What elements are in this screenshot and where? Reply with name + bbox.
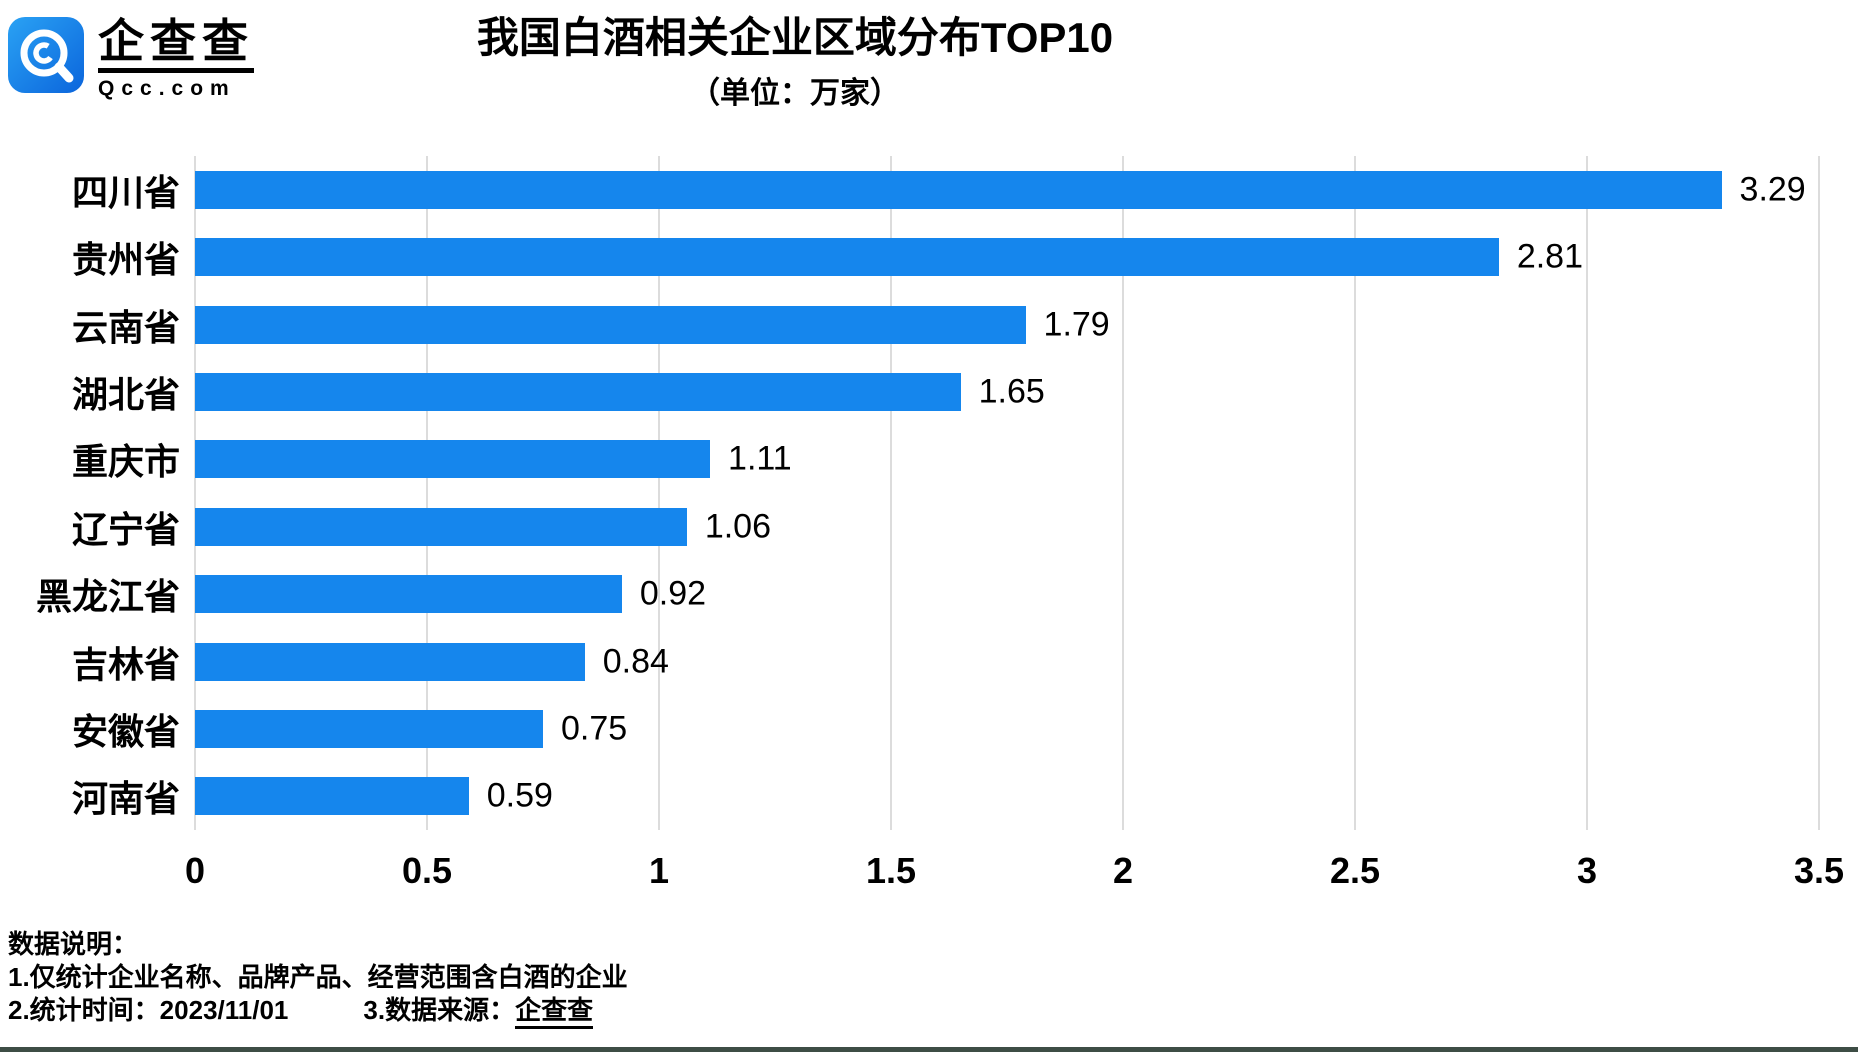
x-tick-label: 3.5	[1793, 850, 1845, 891]
category-label: 云南省	[71, 306, 180, 348]
note-1: 1.仅统计企业名称、品牌产品、经营范围含白酒的企业	[8, 961, 628, 992]
value-label: 0.59	[486, 776, 553, 815]
gridline-x-2	[1122, 156, 1124, 830]
value-label: 0.92	[639, 574, 707, 613]
x-tick-label: 1	[648, 850, 670, 891]
data-notes: 数据说明： 1.仅统计企业名称、品牌产品、经营范围含白酒的企业 2.统计时间：2…	[8, 928, 628, 1029]
gridline-x-1	[658, 156, 660, 830]
bar-黑龙江省	[195, 575, 622, 614]
value-label: 0.75	[561, 709, 628, 748]
category-label: 河南省	[71, 778, 180, 820]
category-label: 辽宁省	[71, 508, 180, 550]
category-label: 贵州省	[71, 239, 180, 281]
category-label: 黑龙江省	[35, 576, 180, 618]
value-label: 1.65	[978, 372, 1045, 411]
notes-heading: 数据说明：	[8, 929, 139, 959]
category-label: 重庆市	[71, 441, 180, 483]
note-3-source: 企查查	[515, 994, 594, 1029]
value-label: 3.29	[1739, 170, 1806, 209]
bar-四川省	[195, 170, 1722, 209]
value-label: 1.06	[704, 507, 772, 546]
category-label: 四川省	[71, 171, 180, 213]
bar-重庆市	[195, 440, 711, 479]
category-label: 安徽省	[71, 710, 180, 752]
bar-河南省	[195, 777, 469, 816]
x-tick-label: 0	[184, 850, 206, 891]
value-label: 1.11	[728, 439, 792, 478]
category-label: 吉林省	[71, 643, 180, 685]
note-2: 2.统计时间：2023/11/01	[8, 994, 289, 1025]
category-label: 湖北省	[71, 373, 180, 415]
bottom-divider-strip	[0, 1047, 1858, 1052]
chart-title: 我国白酒相关企业区域分布TOP10	[476, 14, 1114, 61]
x-tick-label: 2.5	[1329, 850, 1381, 891]
bar-贵州省	[195, 238, 1499, 277]
x-tick-label: 2	[1112, 850, 1134, 891]
gridline-x-3	[1586, 156, 1588, 830]
bar-吉林省	[195, 642, 585, 681]
gridline-x-0	[194, 156, 196, 830]
gridline-x-1.5	[890, 156, 892, 830]
qcc-logo-icon	[8, 17, 84, 93]
note-2-and-3: 2.统计时间：2023/11/01 3.数据来源：企查查	[8, 994, 628, 1029]
note-3: 3.数据来源：企查查	[363, 994, 594, 1029]
bar-湖北省	[195, 372, 961, 411]
logo-domain: Qcc.com	[98, 76, 236, 100]
qcc-logo-text: 企查查 Qcc.com	[98, 16, 254, 101]
x-axis-tick-labels: 0 0.5 1 1.5 2 2.5 3 3.5	[185, 850, 1844, 896]
gridline-x-0.5	[426, 156, 428, 830]
bar-安徽省	[195, 709, 543, 748]
qcc-logo: 企查查 Qcc.com	[8, 16, 254, 101]
x-tick-label: 1.5	[865, 850, 917, 891]
y-axis-category-labels: 四川省贵州省云南省湖北省重庆市辽宁省黑龙江省吉林省安徽省河南省	[0, 156, 180, 830]
logo-brand-name: 企查查	[98, 16, 254, 73]
note-3-prefix: 3.数据来源：	[363, 994, 516, 1025]
title-block: 我国白酒相关企业区域分布TOP10 （单位：万家）	[0, 14, 1590, 112]
bar-辽宁省	[195, 507, 687, 546]
value-label: 2.81	[1516, 237, 1584, 276]
x-tick-label: 0.5	[401, 850, 453, 891]
plot-area: 3.29 2.81 1.79 1.65 1.11 1.06 0.92 0.84 0.75 0.59	[194, 156, 1820, 830]
value-label: 0.84	[602, 642, 669, 680]
x-tick-label: 3	[1576, 850, 1598, 891]
chart-unit-subtitle: （单位：万家）	[690, 77, 900, 111]
gridline-x-2.5	[1354, 156, 1356, 830]
gridline-x-3.5	[1818, 156, 1820, 830]
bar-云南省	[195, 305, 1026, 344]
value-label: 1.79	[1043, 305, 1110, 343]
